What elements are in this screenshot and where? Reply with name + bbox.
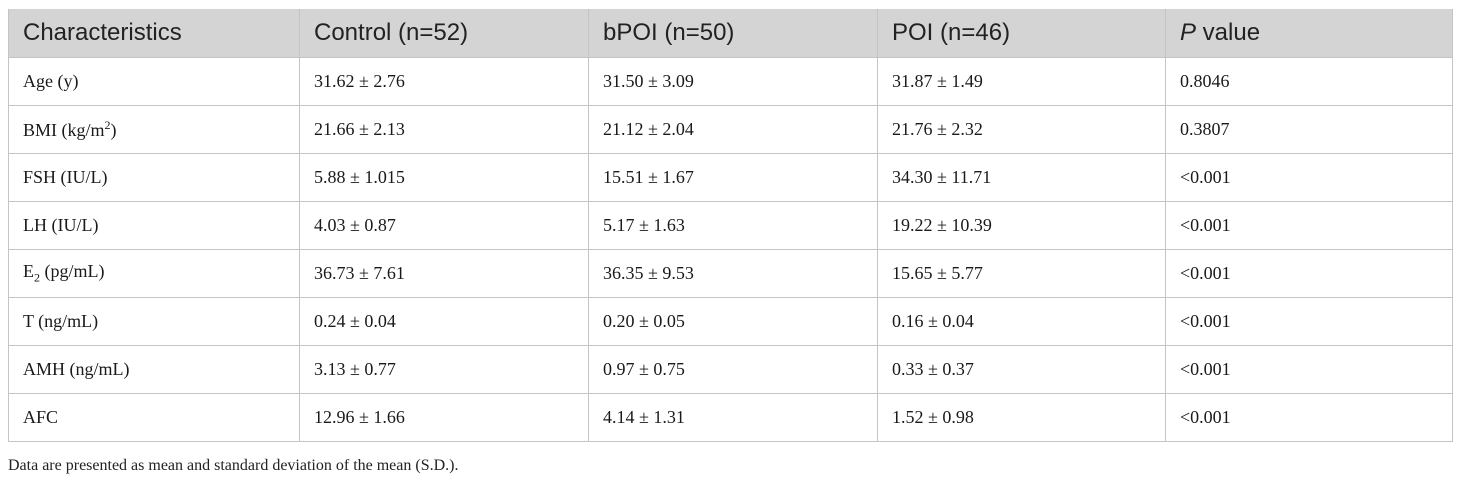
header-p-value: P value [1165, 9, 1453, 58]
row-label-superscript: 2 [104, 118, 111, 132]
row-label: Age (y) [8, 57, 300, 106]
cell-p-value: <0.001 [1165, 201, 1453, 250]
cell-control: 3.13 ± 0.77 [299, 345, 589, 394]
row-label-main: BMI (kg/m [23, 120, 105, 140]
row-label: FSH (IU/L) [8, 153, 300, 202]
table-footnote: Data are presented as mean and standard … [8, 457, 459, 474]
cell-p-value: 0.8046 [1165, 57, 1453, 106]
row-label-suffix: (pg/mL) [40, 261, 105, 282]
table-body: Age (y) 31.62 ± 2.76 31.50 ± 3.09 31.87 … [8, 57, 1453, 442]
cell-bpoi: 5.17 ± 1.63 [588, 201, 878, 250]
table-row: AMH (ng/mL) 3.13 ± 0.77 0.97 ± 0.75 0.33… [8, 345, 1453, 394]
row-label: E2 (pg/mL) [8, 249, 300, 298]
cell-control: 5.88 ± 1.015 [299, 153, 589, 202]
cell-bpoi: 15.51 ± 1.67 [588, 153, 878, 202]
header-characteristics: Characteristics [8, 9, 300, 58]
header-control: Control (n=52) [299, 9, 589, 58]
cell-poi: 15.65 ± 5.77 [877, 249, 1166, 298]
cell-poi: 0.33 ± 0.37 [877, 345, 1166, 394]
cell-poi: 1.52 ± 0.98 [877, 393, 1166, 442]
header-bpoi: bPOI (n=50) [588, 9, 878, 58]
cell-bpoi: 21.12 ± 2.04 [588, 105, 878, 154]
row-label: LH (IU/L) [8, 201, 300, 250]
cell-poi: 21.76 ± 2.32 [877, 105, 1166, 154]
row-label: BMI (kg/m2) [8, 105, 300, 154]
row-label-main: E [23, 261, 34, 282]
row-label-suffix: ) [110, 120, 117, 140]
cell-bpoi: 36.35 ± 9.53 [588, 249, 878, 298]
cell-poi: 31.87 ± 1.49 [877, 57, 1166, 106]
cell-p-value: <0.001 [1165, 249, 1453, 298]
cell-bpoi: 4.14 ± 1.31 [588, 393, 878, 442]
table-row: AFC 12.96 ± 1.66 4.14 ± 1.31 1.52 ± 0.98… [8, 393, 1453, 442]
table-row: T (ng/mL) 0.24 ± 0.04 0.20 ± 0.05 0.16 ±… [8, 297, 1453, 346]
cell-bpoi: 31.50 ± 3.09 [588, 57, 878, 106]
table-row: E2 (pg/mL) 36.73 ± 7.61 36.35 ± 9.53 15.… [8, 249, 1453, 298]
data-table-container: Characteristics Control (n=52) bPOI (n=5… [8, 9, 1453, 442]
header-p-italic: P [1180, 19, 1197, 46]
table-row: BMI (kg/m2) 21.66 ± 2.13 21.12 ± 2.04 21… [8, 105, 1453, 154]
table-row: FSH (IU/L) 5.88 ± 1.015 15.51 ± 1.67 34.… [8, 153, 1453, 202]
cell-control: 4.03 ± 0.87 [299, 201, 589, 250]
cell-control: 0.24 ± 0.04 [299, 297, 589, 346]
cell-poi: 19.22 ± 10.39 [877, 201, 1166, 250]
cell-control: 12.96 ± 1.66 [299, 393, 589, 442]
cell-control: 21.66 ± 2.13 [299, 105, 589, 154]
cell-p-value: 0.3807 [1165, 105, 1453, 154]
table-row: LH (IU/L) 4.03 ± 0.87 5.17 ± 1.63 19.22 … [8, 201, 1453, 250]
header-p-rest: value [1196, 19, 1261, 46]
row-label: T (ng/mL) [8, 297, 300, 346]
cell-bpoi: 0.97 ± 0.75 [588, 345, 878, 394]
row-label-subscript: 2 [34, 270, 40, 285]
header-poi: POI (n=46) [877, 9, 1166, 58]
cell-p-value: <0.001 [1165, 153, 1453, 202]
row-label: AMH (ng/mL) [8, 345, 300, 394]
cell-bpoi: 0.20 ± 0.05 [588, 297, 878, 346]
row-label: AFC [8, 393, 300, 442]
table-row: Age (y) 31.62 ± 2.76 31.50 ± 3.09 31.87 … [8, 57, 1453, 106]
header-row: Characteristics Control (n=52) bPOI (n=5… [8, 9, 1453, 58]
table-header: Characteristics Control (n=52) bPOI (n=5… [8, 9, 1453, 58]
cell-poi: 0.16 ± 0.04 [877, 297, 1166, 346]
cell-poi: 34.30 ± 11.71 [877, 153, 1166, 202]
cell-control: 36.73 ± 7.61 [299, 249, 589, 298]
cell-p-value: <0.001 [1165, 345, 1453, 394]
characteristics-table: Characteristics Control (n=52) bPOI (n=5… [8, 9, 1453, 442]
cell-control: 31.62 ± 2.76 [299, 57, 589, 106]
cell-p-value: <0.001 [1165, 297, 1453, 346]
cell-p-value: <0.001 [1165, 393, 1453, 442]
